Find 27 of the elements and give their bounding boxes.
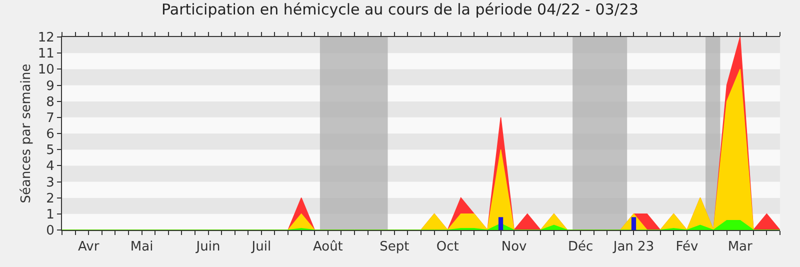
y-tick-label: 3 bbox=[46, 175, 54, 190]
y-tick-label: 6 bbox=[46, 127, 54, 142]
x-tick-label: Sept bbox=[380, 240, 410, 255]
x-tick-label: Jan 23 bbox=[612, 240, 654, 255]
y-tick-label: 10 bbox=[38, 62, 54, 78]
x-tick-label: Nov bbox=[501, 240, 528, 255]
y-tick-label: 4 bbox=[46, 159, 54, 174]
y-tick-label: 12 bbox=[38, 30, 54, 46]
y-tick-label: 5 bbox=[46, 143, 54, 158]
y-tick-label: 11 bbox=[38, 46, 54, 62]
x-tick-label: Oct bbox=[436, 240, 459, 255]
y-tick-label: 7 bbox=[46, 110, 54, 126]
chart-title: Participation en hémicycle au cours de la période 04/22 - 03/23 bbox=[162, 0, 638, 19]
y-tick-label: 8 bbox=[46, 94, 54, 110]
x-tick-label: Fév bbox=[676, 240, 698, 255]
y-tick-label: 9 bbox=[46, 78, 54, 94]
x-tick-label: Avr bbox=[78, 240, 100, 255]
x-tick-label: Août bbox=[312, 240, 343, 255]
y-tick-label: 2 bbox=[46, 191, 54, 206]
y-axis-title: Séances par semaine bbox=[18, 64, 34, 204]
x-tick-label: Juil bbox=[250, 240, 272, 255]
y-tick-label: 1 bbox=[46, 207, 54, 222]
x-tick-label: Juin bbox=[195, 240, 220, 255]
x-tick-label: Mai bbox=[130, 240, 154, 255]
x-tick-label: Mar bbox=[728, 240, 754, 255]
x-tick-label: Déc bbox=[568, 240, 594, 255]
y-tick-label: 0 bbox=[46, 224, 54, 239]
